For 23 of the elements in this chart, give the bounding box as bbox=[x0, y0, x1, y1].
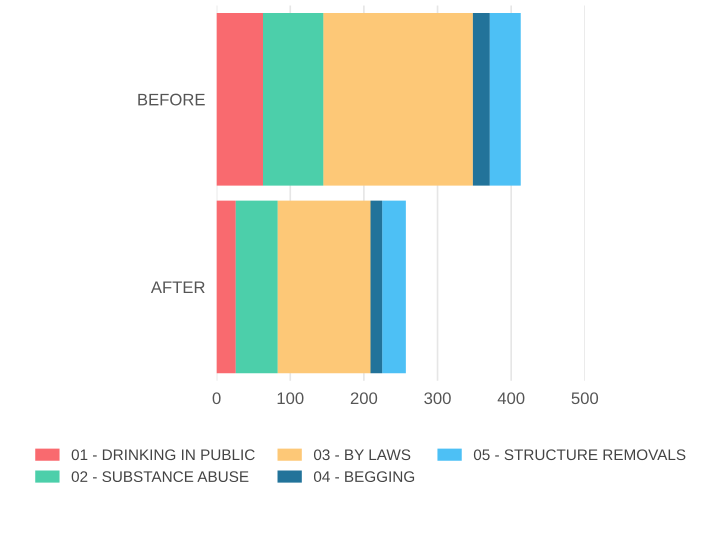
legend-label: 03 - BY LAWS bbox=[314, 449, 410, 460]
bar bbox=[323, 12, 473, 186]
bar bbox=[490, 12, 521, 186]
legend-label: 02 - SUBSTANCE ABUSE bbox=[72, 471, 248, 482]
y-tick-label: AFTER bbox=[150, 282, 205, 293]
bar bbox=[216, 12, 263, 186]
bar bbox=[236, 200, 278, 374]
y-tick-label: BEFORE bbox=[138, 94, 205, 106]
legend-label: 01 - DRINKING IN PUBLIC bbox=[72, 449, 255, 460]
legend-label: 04 - BEGGING bbox=[314, 471, 414, 482]
x-tick-label: 100 bbox=[278, 392, 304, 404]
x-tick-label: 300 bbox=[424, 392, 451, 404]
x-tick-label: 0 bbox=[212, 392, 221, 404]
x-tick-label: 200 bbox=[350, 392, 378, 404]
bar bbox=[278, 200, 371, 374]
bar bbox=[472, 12, 490, 186]
bar bbox=[216, 200, 236, 374]
x-tick-label: 500 bbox=[572, 392, 598, 404]
bar bbox=[370, 200, 382, 374]
legend-label: 05 - STRUCTURE REMOVALS bbox=[474, 449, 686, 460]
x-tick-label: 400 bbox=[498, 392, 524, 404]
bar bbox=[262, 12, 324, 186]
bar bbox=[382, 200, 406, 374]
